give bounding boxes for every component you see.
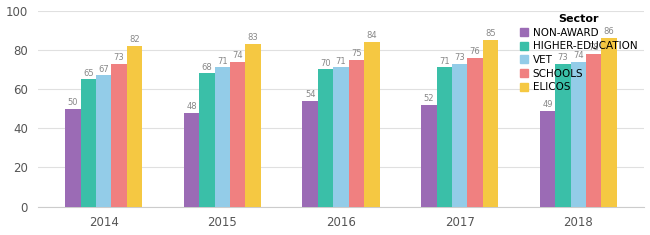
- Bar: [246, 44, 261, 207]
- Text: 73: 73: [114, 53, 125, 62]
- Bar: [452, 63, 467, 207]
- Text: 71: 71: [335, 57, 346, 66]
- Text: 67: 67: [98, 65, 109, 74]
- Text: 70: 70: [320, 59, 331, 68]
- Bar: [230, 62, 246, 207]
- Bar: [348, 60, 364, 207]
- Text: 74: 74: [233, 51, 243, 60]
- Bar: [111, 63, 127, 207]
- Text: 54: 54: [305, 90, 315, 99]
- Text: 75: 75: [351, 49, 361, 58]
- Text: 50: 50: [68, 98, 78, 107]
- Text: 52: 52: [424, 94, 434, 103]
- Bar: [199, 73, 215, 207]
- Bar: [127, 46, 142, 207]
- Text: 73: 73: [558, 53, 568, 62]
- Bar: [421, 105, 437, 207]
- Text: 73: 73: [454, 53, 465, 62]
- Bar: [65, 109, 81, 207]
- Text: 74: 74: [573, 51, 584, 60]
- Bar: [586, 54, 601, 207]
- Text: 83: 83: [248, 33, 259, 42]
- Text: 48: 48: [186, 102, 197, 111]
- Text: 68: 68: [202, 63, 213, 72]
- Bar: [364, 42, 380, 207]
- Text: 82: 82: [129, 35, 140, 44]
- Text: 85: 85: [485, 29, 496, 38]
- Bar: [302, 101, 318, 207]
- Bar: [184, 113, 199, 207]
- Text: 78: 78: [588, 43, 599, 52]
- Bar: [483, 40, 498, 207]
- Bar: [318, 69, 333, 207]
- Text: 76: 76: [470, 47, 480, 56]
- Text: 84: 84: [367, 31, 377, 40]
- Text: 71: 71: [217, 57, 228, 66]
- Bar: [214, 67, 230, 207]
- Bar: [601, 38, 617, 207]
- Bar: [555, 63, 571, 207]
- Bar: [81, 79, 96, 207]
- Text: 49: 49: [542, 100, 552, 109]
- Legend: NON-AWARD, HIGHER-EDUCATION, VET, SCHOOLS, ELICOS: NON-AWARD, HIGHER-EDUCATION, VET, SCHOOL…: [518, 12, 639, 94]
- Bar: [96, 75, 111, 207]
- Bar: [467, 58, 483, 207]
- Bar: [437, 67, 452, 207]
- Text: 86: 86: [604, 27, 614, 36]
- Bar: [540, 111, 555, 207]
- Text: 65: 65: [83, 69, 94, 78]
- Bar: [333, 67, 348, 207]
- Bar: [571, 62, 586, 207]
- Text: 71: 71: [439, 57, 450, 66]
